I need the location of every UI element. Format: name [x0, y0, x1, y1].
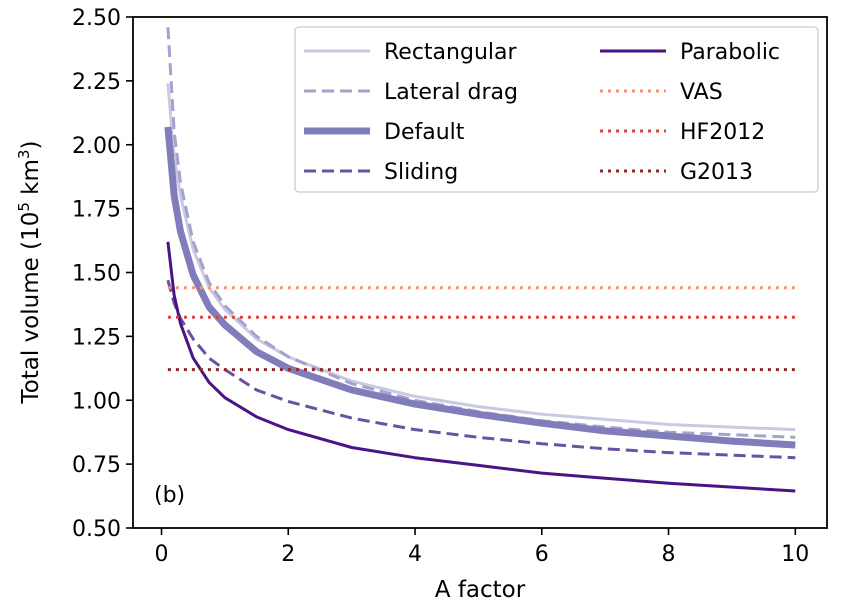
x-tick-label-6: 6 — [535, 542, 549, 567]
x-axis: 0 2 4 6 8 10 — [155, 528, 809, 567]
legend-label-parabolic: Parabolic — [680, 40, 780, 65]
y-axis: 0.50 0.75 1.00 1.25 1.50 1.75 2.00 2.25 2.50 — [72, 6, 133, 542]
panel-label: (b) — [154, 483, 185, 508]
series-layer — [164, 27, 796, 493]
legend: Rectangular Lateral drag Default Sliding Par… — [294, 26, 819, 193]
legend-entries: Rectangular Lateral drag Default Sliding Par… — [304, 40, 780, 185]
y-tick-label-0.50: 0.50 — [72, 517, 121, 542]
legend-label-hf2012: HF2012 — [680, 120, 765, 145]
y-axis-label: Total volume (105 km3) — [15, 141, 44, 405]
x-tick-label-10: 10 — [781, 542, 809, 567]
x-tick-label-2: 2 — [281, 542, 295, 567]
y-tick-label-0.75: 0.75 — [72, 453, 121, 478]
legend-label-vas: VAS — [680, 80, 723, 105]
legend-label-rectangular: Rectangular — [384, 40, 517, 65]
y-tick-label-1.50: 1.50 — [72, 262, 121, 287]
y-tick-label-2.00: 2.00 — [72, 134, 121, 159]
x-axis-label: A factor — [435, 577, 526, 603]
legend-label-sliding: Sliding — [384, 160, 458, 185]
y-tick-label-2.25: 2.25 — [72, 70, 121, 95]
series-line-parabolic — [166, 241, 796, 493]
x-tick-label-8: 8 — [662, 542, 676, 567]
x-tick-label-4: 4 — [408, 542, 422, 567]
series-line-default — [164, 126, 796, 449]
legend-label-g2013: G2013 — [680, 160, 753, 185]
y-tick-label-2.50: 2.50 — [72, 6, 121, 31]
x-tick-label-0: 0 — [155, 542, 169, 567]
y-tick-label-1.25: 1.25 — [72, 325, 121, 350]
legend-label-default: Default — [384, 120, 465, 145]
legend-label-lateral-drag: Lateral drag — [384, 80, 518, 105]
y-tick-label-1.00: 1.00 — [72, 389, 121, 414]
y-tick-label-1.75: 1.75 — [72, 198, 121, 223]
legend-frame — [294, 26, 819, 193]
series-line-sliding — [166, 279, 796, 460]
